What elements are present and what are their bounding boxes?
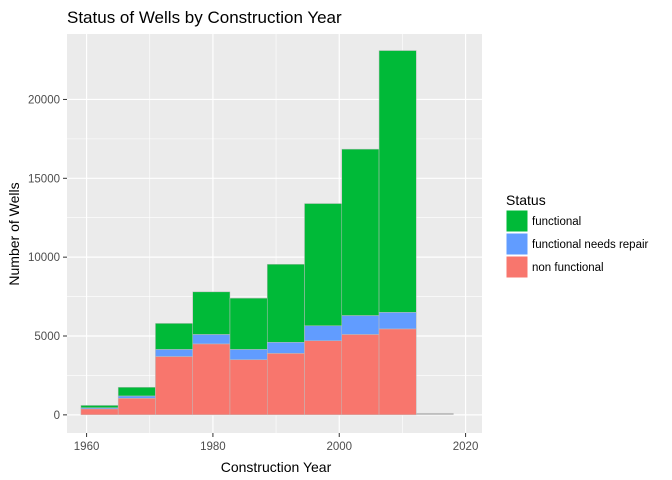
bar-non-functional-7 [341,334,380,416]
x-axis-title: Construction Year [221,459,332,475]
bar-functional-0 [80,405,119,409]
legend-key-non-functional [505,255,529,279]
y-tick-label: 5000 [34,331,60,343]
bar-functional-needs-repair-8 [378,312,417,330]
bar-functional-8 [378,50,417,313]
legend-key-functional-needs-repair [505,232,529,256]
bar-functional-needs-repair-3 [192,334,231,345]
chart-title: Status of Wells by Construction Year [67,8,342,27]
bar-functional-needs-repair-6 [304,325,343,341]
bar-functional-5 [266,264,305,343]
bar-non-functional-2 [155,356,193,416]
bar-functional-needs-repair-2 [155,349,193,357]
legend-label: functional needs repair [532,239,649,251]
bar-functional-needs-repair-5 [266,342,305,354]
bar-non-functional-8 [378,328,417,416]
bar-non-functional-0 [80,408,119,416]
bar-non-functional-6 [304,340,343,416]
x-tick-label: 2020 [453,441,479,453]
y-axis-title: Number of Wells [6,182,22,285]
bar-functional-1 [117,387,156,397]
bar-functional-7 [341,148,380,316]
x-tick-label: 1960 [74,441,100,453]
y-tick-label: 0 [54,410,60,422]
bar-non-functional-1 [117,398,156,416]
legend-label: non functional [532,262,604,274]
bar-functional-needs-repair-1 [117,395,156,399]
histogram-bars [80,50,454,416]
bar-non-functional-4 [229,359,268,416]
y-tick-label: 20000 [28,94,60,106]
legend-label: functional [532,216,581,228]
bar-functional-4 [229,297,268,350]
axis-ticks: 1960 1980 2000 2020 0 5000 10000 15000 20000 [28,94,478,453]
x-tick-label: 2000 [326,441,352,453]
y-tick-label: 15000 [28,173,60,185]
x-tick-label: 1980 [200,441,226,453]
bar-functional-2 [155,323,193,350]
legend: Status functional functional needs repair… [505,192,649,279]
bar-overflow-bin [416,412,454,415]
legend-title: Status [506,192,546,208]
legend-key-functional [505,209,529,233]
y-tick-label: 10000 [28,252,60,264]
bar-functional-needs-repair-7 [341,315,380,335]
bar-functional-6 [304,203,343,327]
bar-functional-needs-repair-4 [229,349,268,360]
bar-non-functional-3 [192,343,231,416]
bar-non-functional-5 [266,353,305,416]
bar-functional-3 [192,291,231,335]
